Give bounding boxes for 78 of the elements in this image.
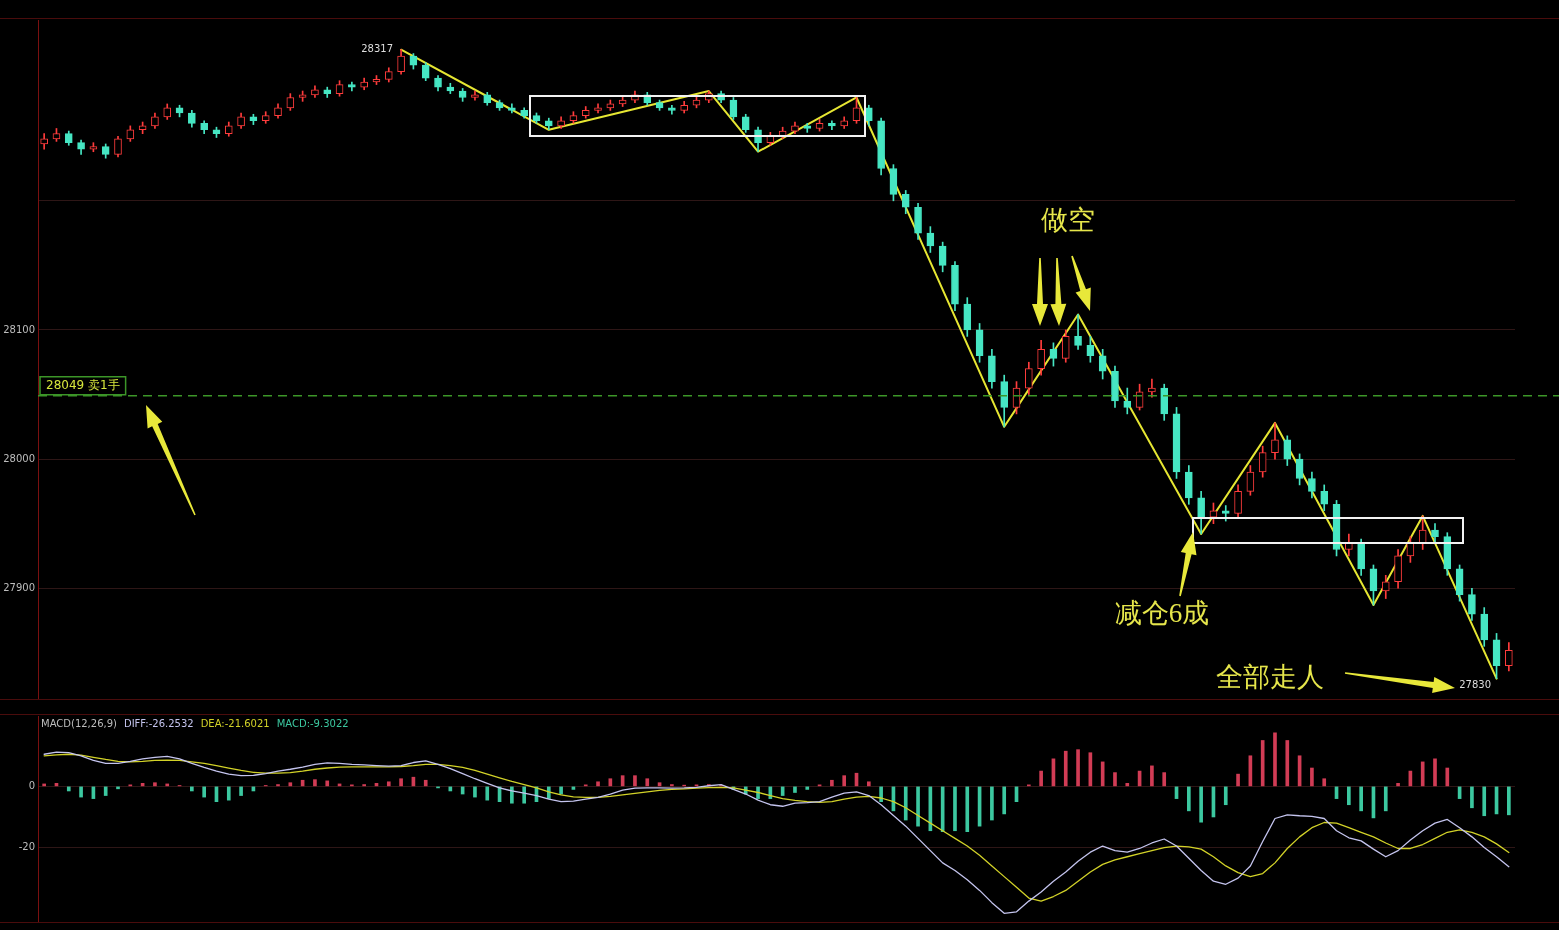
bar (879, 786, 883, 802)
bar (1470, 786, 1474, 809)
bar (66, 786, 71, 792)
bar (1199, 786, 1203, 823)
bar (1445, 767, 1450, 787)
bar (1236, 773, 1240, 787)
bar (1310, 767, 1314, 787)
bar (559, 786, 563, 795)
bar (1383, 786, 1388, 812)
annotation: 减仓6成 (1114, 598, 1210, 629)
bar (1482, 786, 1487, 817)
text: MACD:-9.3022 (276, 717, 349, 729)
bar (1347, 786, 1351, 806)
bar (1162, 772, 1167, 787)
bar (1273, 732, 1277, 787)
bar (288, 782, 293, 787)
chart-title: MACD(12,26,9) (41, 717, 118, 729)
bar (596, 781, 600, 787)
bar (965, 786, 970, 832)
bar (386, 781, 391, 787)
bar (522, 786, 527, 804)
annotation: 27830 (1459, 678, 1491, 690)
bar (1260, 740, 1265, 787)
bar (1187, 786, 1191, 812)
bar (842, 775, 847, 787)
text: DEA:-21.6021 (200, 717, 270, 729)
bar (510, 786, 514, 804)
bar (1420, 761, 1425, 787)
bar (485, 786, 490, 801)
bar (1039, 770, 1043, 787)
y-tick-label: 28100 (3, 323, 35, 335)
bar (830, 779, 834, 787)
bar (473, 786, 477, 798)
bar (1002, 786, 1007, 815)
y-tick-label: -20 (18, 841, 35, 853)
bar (190, 786, 194, 792)
bar (153, 782, 157, 787)
bar (1063, 750, 1068, 787)
y-tick-label: 0 (28, 779, 35, 791)
annotation: 28317 (361, 42, 393, 54)
bar (1322, 778, 1327, 787)
bar (423, 779, 428, 787)
bar (1223, 786, 1228, 806)
bar (325, 780, 330, 787)
bar (1125, 782, 1130, 787)
bar (756, 786, 760, 799)
bar (793, 786, 797, 793)
bar (990, 786, 994, 821)
bar (1113, 772, 1117, 787)
y-tick-label: 28000 (3, 452, 35, 464)
bar (448, 786, 453, 792)
bar (103, 786, 108, 796)
bar (645, 778, 650, 787)
bar (226, 786, 231, 801)
bar (1433, 758, 1437, 787)
annotation: 做空 (1041, 205, 1095, 236)
bar (633, 775, 637, 787)
bar (903, 786, 908, 821)
text: DIFF:-26.2532 (123, 717, 194, 729)
y-tick-label: 27900 (3, 581, 35, 593)
bar (399, 778, 403, 787)
bar (1396, 782, 1400, 787)
bar (1076, 749, 1080, 787)
bar (953, 786, 957, 832)
annotation: 全部走人 (1216, 662, 1324, 693)
bar (866, 781, 871, 787)
bar (1285, 740, 1290, 787)
bar (1359, 786, 1363, 812)
bar (1100, 761, 1105, 787)
bar (239, 786, 243, 796)
bar (79, 786, 83, 798)
bar (916, 786, 920, 827)
bar (1507, 786, 1511, 816)
bar (1150, 765, 1154, 787)
bar (805, 786, 810, 790)
bar (202, 786, 206, 798)
ref-line-label: 28049 卖1手 (46, 378, 120, 393)
bar (313, 779, 317, 787)
